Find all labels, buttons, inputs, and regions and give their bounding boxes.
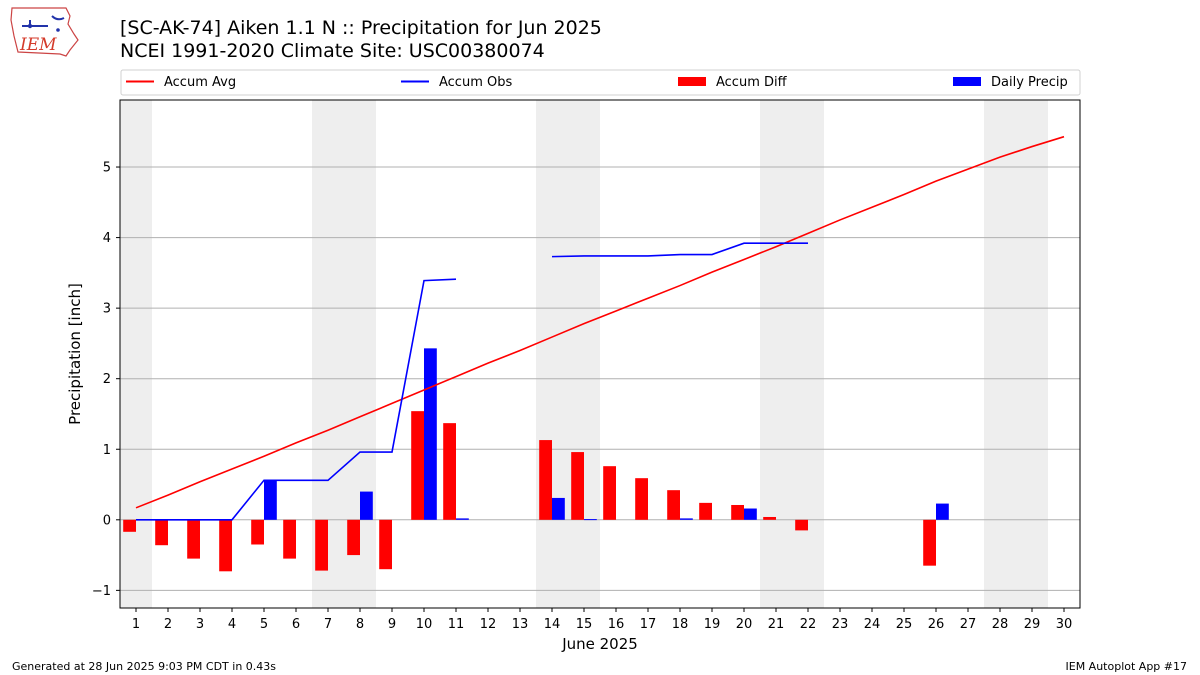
accum-diff-bar-11 (443, 423, 456, 520)
y-tick-label-3: 3 (103, 302, 111, 317)
accum-obs-line-1 (551, 242, 808, 258)
legend-swatch-accum-diff (678, 77, 706, 86)
daily-precip-bar-20 (744, 508, 757, 520)
iem-logo: IEM (8, 6, 80, 60)
x-tick-label-7: 7 (324, 617, 332, 632)
accum-diff-bar-3 (187, 519, 200, 559)
x-tick-label-9: 9 (388, 617, 396, 632)
accum-avg-line-0 (135, 135, 1065, 509)
accum-diff-bar-5 (251, 519, 264, 545)
legend-label-accum-diff: Accum Diff (716, 75, 788, 90)
x-axis-label: June 2025 (561, 635, 638, 653)
daily-precip-bar-10 (424, 348, 437, 520)
legend-swatch-daily-precip (953, 77, 981, 86)
x-tick-label-3: 3 (196, 617, 204, 632)
x-tick-label-30: 30 (1056, 617, 1073, 632)
x-tick-label-17: 17 (640, 617, 657, 632)
generated-timestamp: Generated at 28 Jun 2025 9:03 PM CDT in … (12, 660, 277, 673)
x-tick-label-6: 6 (292, 617, 300, 632)
x-tick-label-13: 13 (512, 617, 529, 632)
legend-label-daily-precip: Daily Precip (991, 75, 1068, 90)
x-tick-label-25: 25 (896, 617, 913, 632)
x-tick-label-10: 10 (416, 617, 433, 632)
x-tick-label-8: 8 (356, 617, 364, 632)
y-tick-label-0: 0 (103, 513, 111, 528)
accum-diff-bar-6 (283, 519, 296, 559)
x-tick-label-27: 27 (960, 617, 977, 632)
accum-diff-bar-19 (699, 502, 712, 520)
accum-diff-bar-10 (411, 411, 424, 520)
x-tick-label-28: 28 (992, 617, 1009, 632)
x-tick-label-12: 12 (480, 617, 497, 632)
accum-diff-bar-22 (795, 519, 808, 531)
accum-diff-bar-17 (635, 478, 648, 520)
y-tick-label--1: −1 (92, 584, 111, 599)
x-tick-label-22: 22 (800, 617, 817, 632)
x-tick-label-20: 20 (736, 617, 753, 632)
accum-diff-bar-20 (731, 504, 744, 520)
legend-label-accum-obs: Accum Obs (439, 75, 512, 90)
chart-subtitle: NCEI 1991-2020 Climate Site: USC00380074 (120, 40, 545, 62)
weekend-band-4 (984, 100, 1048, 608)
daily-precip-bar-18 (680, 518, 693, 520)
daily-precip-bar-14 (552, 497, 565, 520)
accum-diff-bar-4 (219, 519, 232, 572)
x-tick-label-2: 2 (164, 617, 172, 632)
y-axis-label: Precipitation [inch] (66, 283, 84, 425)
accum-diff-bar-16 (603, 466, 616, 520)
accum-diff-bar-21 (763, 516, 776, 520)
plot-frame (119, 99, 1081, 609)
x-tick-label-24: 24 (864, 617, 881, 632)
weekend-band-2 (536, 100, 600, 608)
weekend-band-3 (760, 100, 824, 608)
x-tick-label-15: 15 (576, 617, 593, 632)
accum-obs-line-0 (136, 278, 457, 521)
accum-diff-bar-18 (667, 490, 680, 520)
legend-label-accum-avg: Accum Avg (164, 75, 236, 90)
daily-precip-bar-15 (584, 519, 597, 521)
x-tick-label-19: 19 (704, 617, 721, 632)
chart-title: [SC-AK-74] Aiken 1.1 N :: Precipitation … (120, 17, 602, 39)
x-tick-label-29: 29 (1024, 617, 1041, 632)
x-tick-label-11: 11 (448, 617, 465, 632)
y-tick-label-4: 4 (103, 231, 111, 246)
x-tick-label-18: 18 (672, 617, 689, 632)
accum-diff-bar-14 (539, 440, 552, 520)
accum-diff-bar-15 (571, 452, 584, 520)
x-tick-label-5: 5 (260, 617, 268, 632)
accum-diff-bar-2 (155, 519, 168, 546)
accum-diff-bar-7 (315, 519, 328, 571)
x-tick-label-14: 14 (544, 617, 561, 632)
app-label: IEM Autoplot App #17 (1065, 660, 1188, 673)
x-tick-label-23: 23 (832, 617, 849, 632)
accum-diff-bar-8 (347, 519, 360, 556)
y-tick-label-1: 1 (103, 443, 111, 458)
x-tick-label-16: 16 (608, 617, 625, 632)
daily-precip-bar-26 (936, 503, 949, 520)
daily-precip-bar-5 (264, 480, 277, 520)
x-tick-label-1: 1 (132, 617, 140, 632)
x-tick-label-26: 26 (928, 617, 945, 632)
daily-precip-bar-11 (456, 518, 469, 520)
accum-diff-bar-26 (923, 519, 936, 566)
y-tick-label-5: 5 (103, 161, 111, 176)
accum-diff-bar-9 (379, 519, 392, 570)
x-tick-label-4: 4 (228, 617, 236, 632)
logo-text: IEM (19, 35, 57, 55)
accum-diff-bar-1 (123, 519, 136, 532)
y-tick-label-2: 2 (103, 372, 111, 387)
daily-precip-bar-8 (360, 491, 373, 520)
x-tick-label-21: 21 (768, 617, 785, 632)
legend-box (120, 69, 1081, 96)
